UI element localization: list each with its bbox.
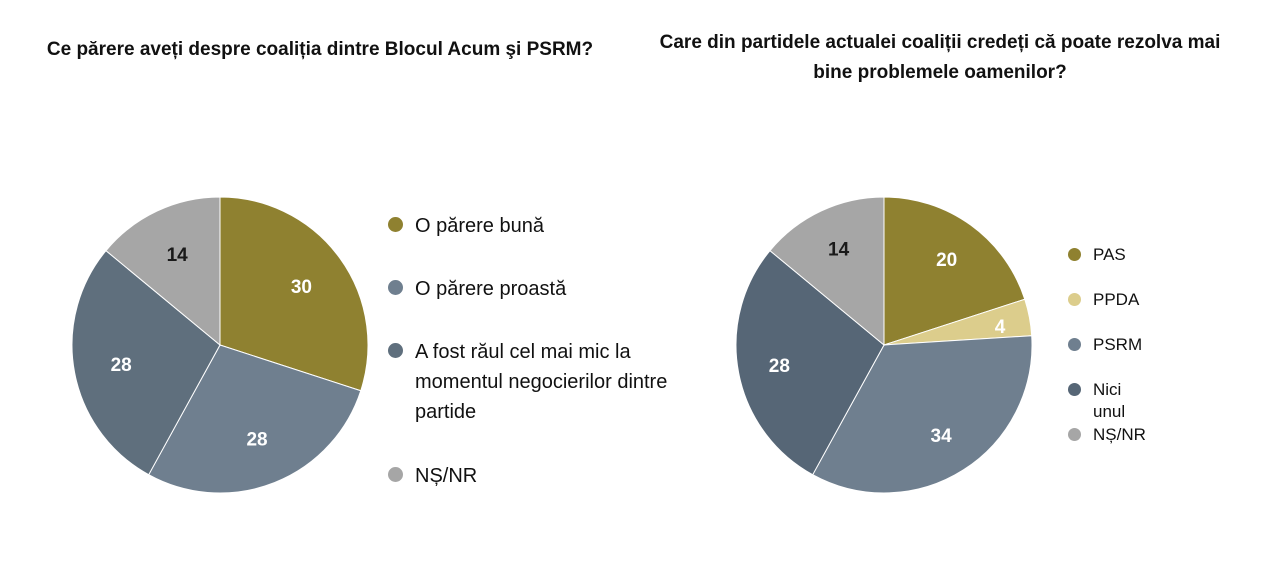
legend-item: PSRM bbox=[1068, 334, 1142, 356]
legend-item: O părere bună bbox=[388, 211, 685, 241]
legend-label: A fost răul cel mai mic la momentul nego… bbox=[415, 341, 668, 423]
legend-label: O părere proastă bbox=[415, 278, 567, 300]
legend-swatch bbox=[1068, 338, 1081, 351]
legend-item: NȘ/NR bbox=[388, 461, 685, 491]
legend-label: Nici unul bbox=[1093, 380, 1126, 421]
legend-swatch bbox=[1068, 383, 1081, 396]
legend-swatch bbox=[1068, 428, 1081, 441]
legend-swatch bbox=[388, 217, 403, 232]
data-label: 28 bbox=[246, 430, 267, 451]
data-label: 14 bbox=[828, 240, 850, 261]
data-label: 34 bbox=[931, 426, 953, 447]
legend-label: PPDA bbox=[1093, 290, 1140, 309]
legend-swatch bbox=[388, 467, 403, 482]
legend-item: A fost răul cel mai mic la momentul nego… bbox=[388, 337, 685, 427]
data-label: 30 bbox=[291, 277, 312, 298]
chart-1-title: Ce părere aveți despre coaliția dintre B… bbox=[46, 39, 594, 60]
legend-label: PSRM bbox=[1093, 335, 1143, 354]
legend-swatch bbox=[388, 343, 403, 358]
pie-slice bbox=[735, 249, 885, 476]
legend-label: PAS bbox=[1093, 245, 1126, 264]
data-label: 14 bbox=[167, 245, 189, 266]
chart-2-title: Care din partidele actualei coaliții cre… bbox=[659, 32, 1221, 83]
legend-item: Nici unul bbox=[1068, 379, 1125, 423]
pie-slice bbox=[219, 196, 369, 392]
data-label: 4 bbox=[995, 317, 1006, 338]
legend-item: PAS bbox=[1068, 244, 1126, 266]
pie-slice bbox=[769, 196, 885, 347]
pie-slice bbox=[71, 249, 221, 476]
legend-item: PPDA bbox=[1068, 289, 1139, 311]
data-label: 20 bbox=[936, 250, 957, 271]
legend-swatch bbox=[388, 280, 403, 295]
pie-slice bbox=[883, 196, 1026, 346]
data-label: 28 bbox=[111, 355, 132, 376]
pie-slice bbox=[105, 196, 221, 347]
data-label: 28 bbox=[769, 356, 790, 377]
legend-item: O părere proastă bbox=[388, 274, 685, 304]
legend-label: NȘ/NR bbox=[1093, 425, 1146, 444]
legend-item: NȘ/NR bbox=[1068, 424, 1146, 446]
legend-swatch bbox=[1068, 248, 1081, 261]
legend-label: NȘ/NR bbox=[415, 465, 478, 487]
legend-label: O părere bună bbox=[415, 215, 544, 237]
legend-swatch bbox=[1068, 293, 1081, 306]
pie-slice bbox=[148, 344, 362, 494]
